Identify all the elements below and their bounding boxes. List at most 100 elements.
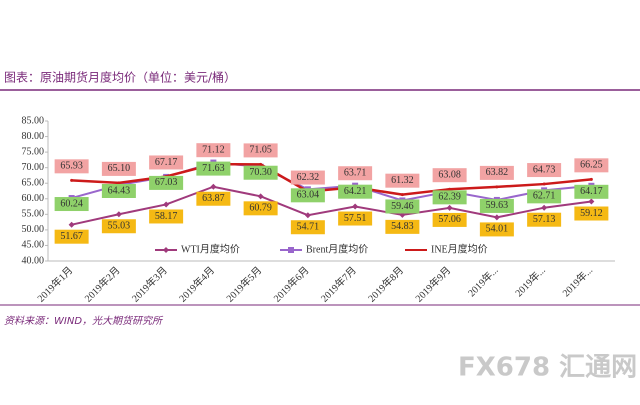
data-label: 55.03 [108, 221, 131, 232]
label-box [432, 190, 467, 205]
data-label: 57.06 [438, 214, 461, 225]
data-label: 64.73 [533, 164, 556, 175]
label-box [574, 206, 609, 221]
y-tick-label: 75.00 [22, 146, 45, 157]
label-box [479, 222, 514, 237]
label-box [385, 199, 420, 214]
legend-marker [163, 247, 169, 253]
label-box [527, 212, 562, 227]
chart-title: 图表：原油期货月度均价（单位：美元/桶） [4, 70, 236, 85]
label-box [54, 159, 89, 174]
data-label: 67.03 [155, 177, 178, 188]
y-tick-label: 55.00 [22, 209, 45, 220]
x-tick-label: 2019年2月 [82, 264, 123, 305]
label-box [149, 175, 184, 190]
series-line [71, 185, 592, 226]
label-box [290, 188, 325, 203]
x-tick-label: 2019年7月 [318, 264, 359, 305]
marker [588, 198, 595, 205]
data-label: 60.24 [60, 198, 83, 209]
data-label: 63.71 [344, 168, 367, 179]
label-box [196, 161, 231, 176]
data-label: 63.04 [297, 190, 320, 201]
legend-label: WTI月度均价 [181, 242, 240, 255]
data-label: 54.83 [391, 221, 414, 232]
label-box [101, 183, 136, 198]
data-label: 51.67 [60, 231, 83, 242]
x-tick-label: 2019年9月 [412, 264, 453, 305]
label-box [574, 158, 609, 173]
x-tick-label: 2019年... [512, 264, 548, 300]
data-label: 71.63 [202, 163, 225, 174]
label-box [290, 220, 325, 235]
marker [541, 204, 548, 211]
label-box [243, 165, 278, 180]
x-tick-label: 2019年1月 [34, 264, 75, 305]
data-label: 62.71 [533, 191, 556, 202]
legend-label: Brent月度均价 [306, 242, 368, 255]
label-box [243, 143, 278, 158]
marker [495, 185, 499, 189]
legend-marker [288, 247, 294, 253]
label-box [385, 173, 420, 188]
label-box [479, 165, 514, 180]
y-tick-label: 85.00 [22, 115, 45, 126]
label-box [338, 166, 373, 181]
data-label: 63.82 [486, 167, 509, 178]
label-box [574, 184, 609, 199]
x-tick-label: 2019年6月 [271, 264, 312, 305]
label-box [432, 212, 467, 227]
label-box [101, 161, 136, 176]
watermark: FX678 汇通网 [458, 353, 637, 383]
data-label: 64.21 [344, 186, 367, 197]
x-tick-label: 2019年8月 [365, 264, 406, 305]
label-box [149, 155, 184, 170]
source: 资料来源：WIND，光大期货研究所 [4, 315, 164, 327]
label-box [101, 219, 136, 234]
data-label: 71.12 [202, 144, 225, 155]
label-box [243, 201, 278, 216]
label-box [479, 198, 514, 213]
data-label: 54.71 [297, 222, 320, 233]
label-box [54, 197, 89, 212]
label-box [527, 189, 562, 204]
data-label: 59.63 [486, 200, 509, 211]
y-tick-label: 80.00 [22, 131, 45, 142]
x-tick-label: 2019年3月 [129, 264, 170, 305]
marker [400, 193, 404, 197]
marker [542, 182, 546, 186]
label-box [385, 219, 420, 234]
y-tick-label: 45.00 [22, 240, 45, 251]
marker [70, 178, 74, 182]
marker [115, 211, 122, 218]
data-label: 63.87 [202, 193, 225, 204]
data-label: 54.01 [486, 224, 509, 235]
marker [210, 183, 217, 190]
label-box [432, 168, 467, 183]
y-tick-label: 50.00 [22, 224, 45, 235]
data-label: 59.46 [391, 201, 414, 212]
data-label: 65.10 [108, 163, 131, 174]
data-label: 61.32 [391, 175, 414, 186]
label-box [527, 163, 562, 178]
x-tick-label: 2019年... [465, 264, 501, 300]
label-box [54, 229, 89, 244]
y-tick-label: 70.00 [22, 162, 45, 173]
y-tick-label: 60.00 [22, 193, 45, 204]
label-box [338, 211, 373, 226]
marker [446, 204, 453, 211]
label-box [290, 170, 325, 185]
label-box [338, 184, 373, 199]
data-label: 66.25 [580, 160, 603, 171]
x-tick-label: 2019年... [559, 264, 595, 300]
data-label: 63.08 [438, 169, 461, 180]
marker [259, 162, 263, 166]
marker [304, 212, 311, 219]
data-label: 64.17 [580, 186, 603, 197]
x-tick-label: 2019年4月 [176, 264, 217, 305]
marker [257, 193, 264, 200]
marker [352, 203, 359, 210]
label-box [149, 209, 184, 224]
data-label: 60.79 [249, 203, 272, 214]
